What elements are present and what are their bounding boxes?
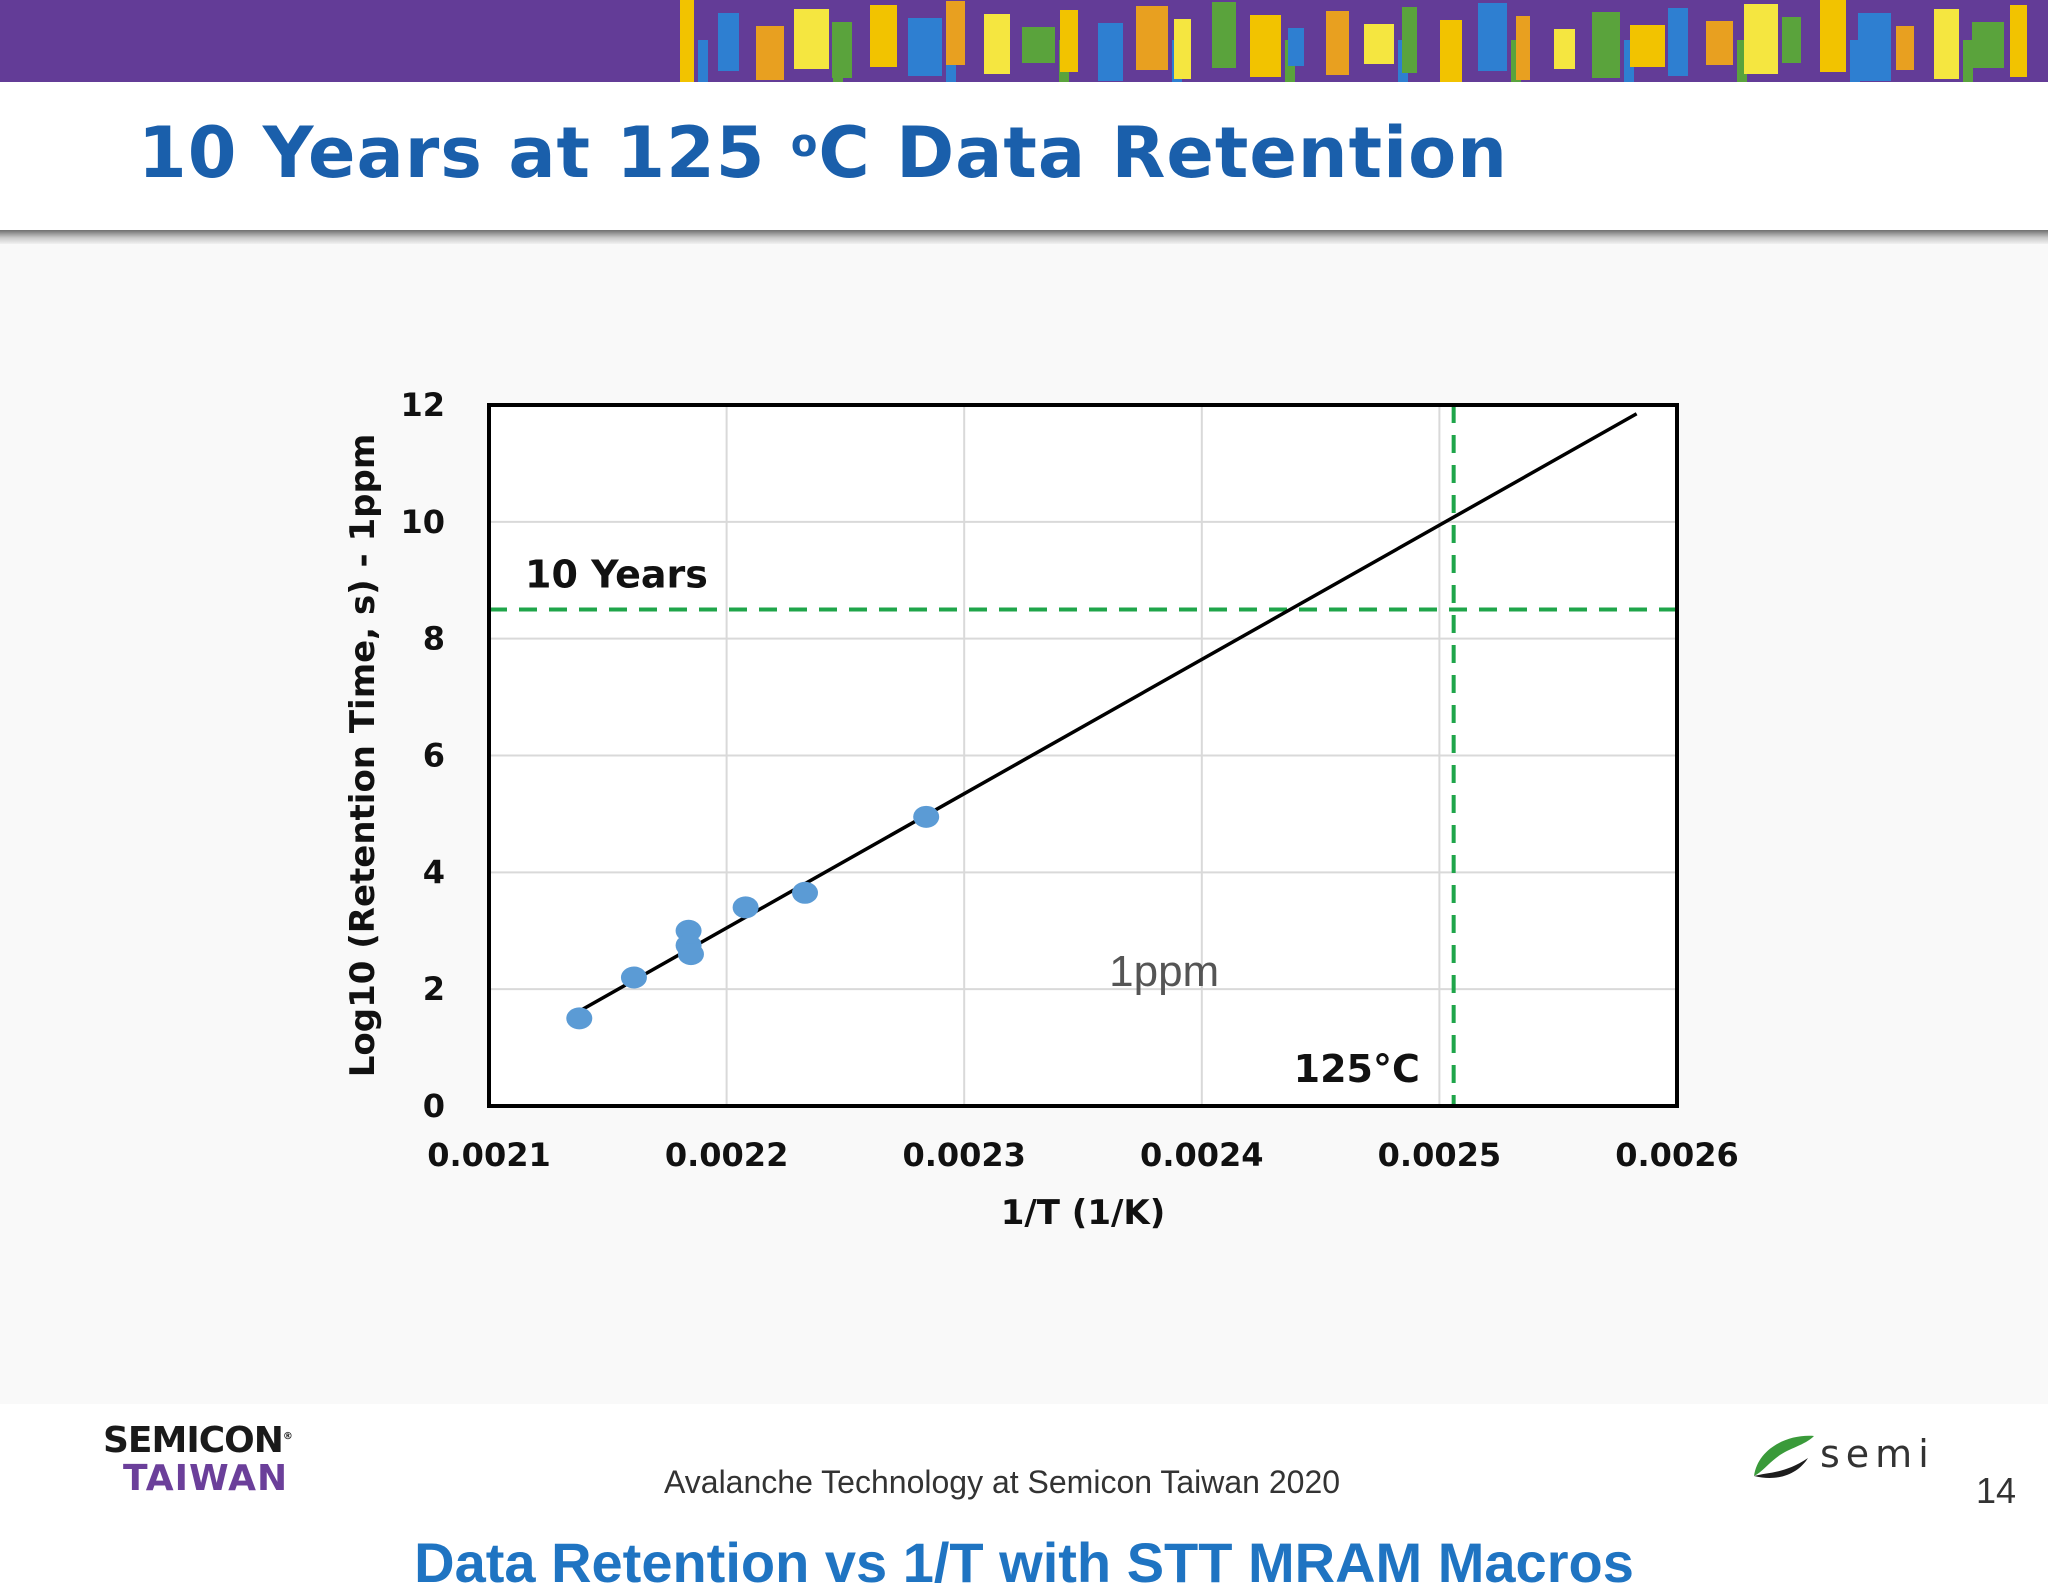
slide-title: 10 Years at 125 oC Data Retention bbox=[138, 112, 1508, 194]
semi-leaf-icon bbox=[1754, 1435, 1814, 1478]
banner-block bbox=[1706, 21, 1733, 65]
data-point bbox=[913, 805, 940, 828]
header-banner bbox=[0, 0, 2048, 82]
logo-registered-mark: ® bbox=[282, 1431, 293, 1442]
semi-wordmark: semi bbox=[1820, 1432, 1935, 1476]
x-tick-label: 0.0024 bbox=[1140, 1136, 1263, 1174]
banner-block bbox=[1098, 23, 1123, 81]
slide-content: 0.0021 0.0022 0.0023 0.0024 0.0025 0.0026 0 2 4 6… bbox=[0, 244, 2048, 1594]
banner-block bbox=[1212, 2, 1236, 68]
x-tick-label: 0.0022 bbox=[665, 1136, 788, 1174]
ppm-annotation: 1ppm bbox=[1109, 947, 1219, 996]
y-tick-label: 2 bbox=[423, 970, 445, 1008]
y-tick-label: 12 bbox=[400, 386, 445, 424]
banner-block bbox=[984, 14, 1010, 74]
reference-lines bbox=[489, 405, 1677, 1106]
data-point bbox=[620, 966, 647, 989]
banner-block bbox=[1624, 40, 1634, 82]
temp-125c-label: 125°C bbox=[1294, 1047, 1420, 1091]
banner-block bbox=[2010, 5, 2027, 77]
title-main: 10 Years at 125 bbox=[138, 112, 791, 194]
banner-block bbox=[1288, 28, 1304, 66]
y-tick-label: 0 bbox=[423, 1087, 445, 1125]
y-axis-label: Log10 (Retention Time, s) - 1ppm bbox=[343, 434, 383, 1078]
y-tick-label: 10 bbox=[400, 503, 445, 541]
banner-block bbox=[1972, 22, 2004, 68]
banner-block bbox=[1858, 13, 1891, 81]
logo-semicon-text: SEMICON bbox=[103, 1420, 284, 1461]
logo-semicon: SEMICON® bbox=[103, 1418, 313, 1460]
banner-block bbox=[870, 5, 897, 67]
data-point bbox=[677, 943, 704, 966]
y-tick-label: 8 bbox=[423, 620, 445, 658]
banner-block bbox=[1820, 0, 1846, 72]
banner-block bbox=[1668, 8, 1688, 76]
banner-block bbox=[1022, 27, 1055, 63]
banner-block bbox=[1744, 4, 1778, 74]
banner-block bbox=[1592, 12, 1620, 78]
x-axis-label: 1/T (1/K) bbox=[1001, 1193, 1166, 1233]
banner-block bbox=[1850, 40, 1860, 82]
banner-block bbox=[946, 1, 965, 65]
retention-chart: 0.0021 0.0022 0.0023 0.0024 0.0025 0.0026 0 2 4 6… bbox=[343, 386, 1739, 1233]
data-point bbox=[566, 1007, 593, 1030]
data-point bbox=[732, 896, 759, 919]
title-band bbox=[0, 82, 2048, 232]
banner-block bbox=[1516, 16, 1530, 80]
data-point bbox=[792, 881, 819, 904]
banner-block bbox=[680, 0, 694, 82]
banner-block bbox=[1554, 29, 1575, 69]
banner-block bbox=[1326, 11, 1349, 75]
chart-grid bbox=[488, 404, 1678, 1107]
page-number: 14 bbox=[1976, 1470, 2017, 1511]
semicon-taiwan-logo: SEMICON® TAIWAN bbox=[103, 1418, 313, 1498]
banner-block bbox=[1934, 9, 1959, 79]
banner-block bbox=[1896, 26, 1914, 70]
banner-block bbox=[794, 9, 829, 69]
tick-labels: 0.0021 0.0022 0.0023 0.0024 0.0025 0.0026 0 2 4 6… bbox=[400, 386, 1738, 1174]
slide-footer bbox=[0, 1404, 2048, 1536]
banner-block bbox=[756, 26, 784, 80]
footer-text: Avalanche Technology at Semicon Taiwan 2… bbox=[664, 1464, 1341, 1500]
banner-block bbox=[1630, 25, 1665, 67]
title-divider bbox=[0, 230, 2048, 244]
banner-block bbox=[1136, 6, 1168, 70]
logo-taiwan: TAIWAN bbox=[123, 1458, 289, 1499]
banner-block bbox=[1478, 3, 1507, 71]
title-degree-sup: o bbox=[790, 120, 819, 166]
banner-block bbox=[1250, 15, 1281, 77]
banner-block bbox=[718, 13, 739, 71]
ten-years-label: 10 Years bbox=[525, 552, 708, 596]
title-unit: C Data Retention bbox=[818, 112, 1509, 194]
y-tick-label: 6 bbox=[423, 737, 445, 775]
plot-frame bbox=[487, 403, 1679, 1108]
banner-block bbox=[1440, 20, 1462, 82]
banner-block bbox=[1174, 19, 1191, 79]
banner-block bbox=[1060, 10, 1078, 72]
banner-block bbox=[1782, 17, 1801, 63]
banner-block bbox=[832, 22, 852, 78]
banner-block bbox=[908, 18, 942, 76]
banner-decoration bbox=[680, 0, 2027, 82]
data-points bbox=[566, 805, 940, 1030]
banner-block bbox=[1963, 40, 1973, 82]
banner-block bbox=[1737, 40, 1747, 82]
y-tick-label: 4 bbox=[423, 853, 445, 891]
x-tick-label: 0.0025 bbox=[1378, 1136, 1501, 1174]
x-tick-label: 0.0023 bbox=[902, 1136, 1025, 1174]
banner-block bbox=[1364, 24, 1394, 64]
banner-block bbox=[698, 40, 708, 82]
x-tick-label: 0.0026 bbox=[1615, 1136, 1738, 1174]
chart-caption: Data Retention vs 1/T with STT MRAM Macr… bbox=[414, 1531, 1634, 1594]
x-tick-label: 0.0021 bbox=[427, 1136, 550, 1174]
banner-block bbox=[1402, 7, 1417, 73]
